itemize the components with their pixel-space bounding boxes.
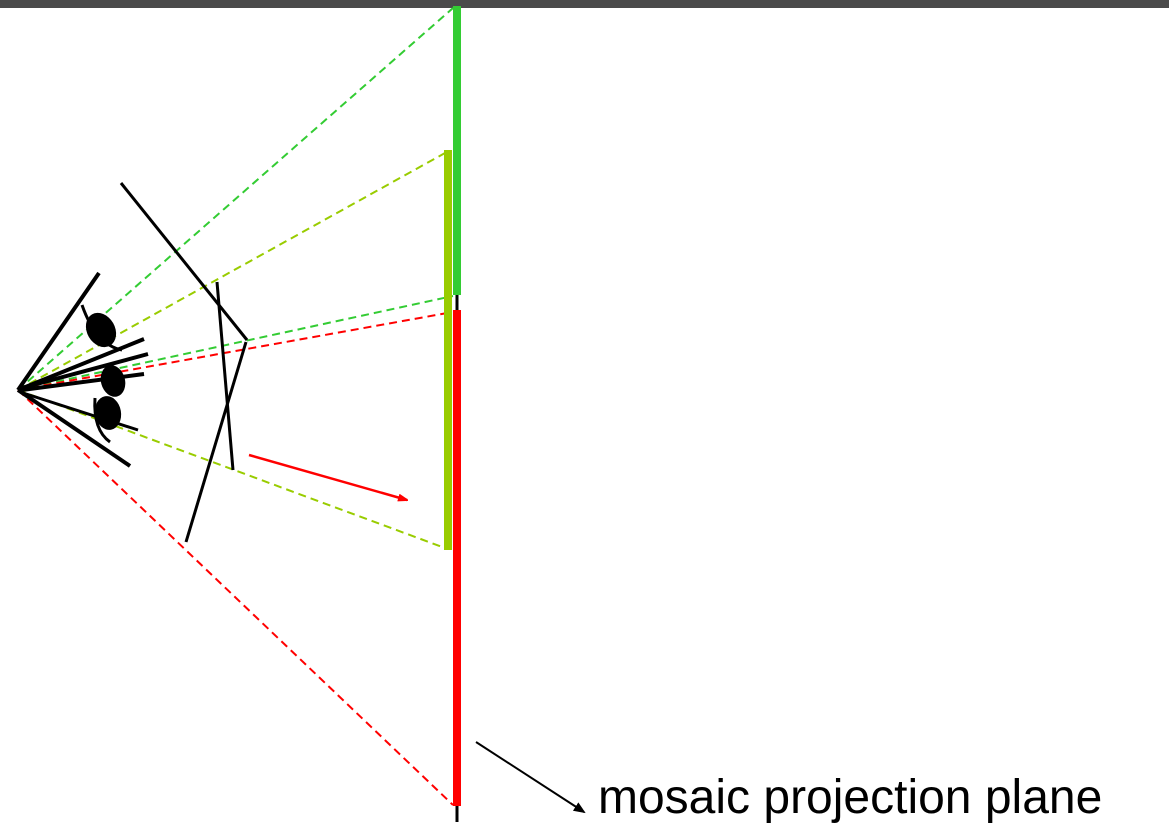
top-bar bbox=[0, 0, 1169, 8]
image-planes bbox=[119, 182, 249, 543]
camera-frustum bbox=[16, 271, 132, 468]
red-rays bbox=[17, 311, 454, 806]
camera-eyes bbox=[17, 304, 149, 444]
yellow-green-rays bbox=[17, 152, 446, 549]
motion-arrow bbox=[248, 453, 407, 500]
caption-mosaic-projection-plane: mosaic projection plane bbox=[598, 771, 1103, 824]
green-rays bbox=[17, 7, 454, 391]
caption-pointer-arrow bbox=[475, 741, 586, 814]
